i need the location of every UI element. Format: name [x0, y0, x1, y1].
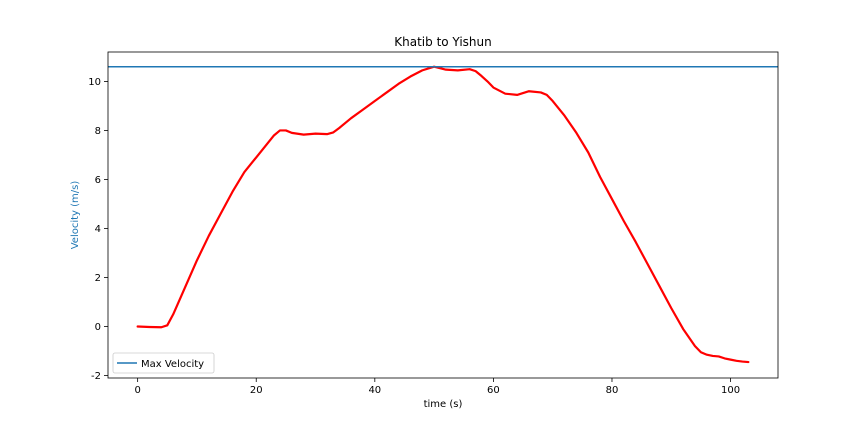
- y-tick-label: 6: [95, 175, 101, 186]
- legend-box: [112, 352, 215, 374]
- y-tick-label: 10: [88, 77, 101, 88]
- y-axis-label: Velocity (m/s): [70, 181, 81, 250]
- x-tick-label: 80: [606, 385, 619, 396]
- legend: Max Velocity: [112, 352, 215, 374]
- x-axis: 0 20 40 60 80 100: [134, 378, 740, 396]
- legend-label-max-velocity: Max Velocity: [141, 359, 204, 370]
- x-tick-label: 20: [250, 385, 263, 396]
- y-tick-label: 2: [95, 273, 101, 284]
- x-tick-label: 0: [134, 385, 140, 396]
- x-tick-label: 60: [487, 385, 500, 396]
- x-axis-label: time (s): [424, 399, 463, 410]
- x-tick-label: 100: [721, 385, 740, 396]
- plot-area: [107, 51, 779, 379]
- y-axis: -2 0 2 4 6 8 10: [88, 77, 108, 382]
- y-tick-label: -2: [91, 371, 101, 382]
- y-tick-label: 8: [95, 126, 101, 137]
- velocity-line: [136, 65, 750, 364]
- x-tick-label: 40: [368, 385, 381, 396]
- y-tick-label: 4: [95, 224, 101, 235]
- plot-frame: [107, 51, 779, 379]
- series-layer: [108, 65, 778, 364]
- y-tick-label: 0: [95, 322, 101, 333]
- chart-title: Khatib to Yishun: [394, 35, 491, 49]
